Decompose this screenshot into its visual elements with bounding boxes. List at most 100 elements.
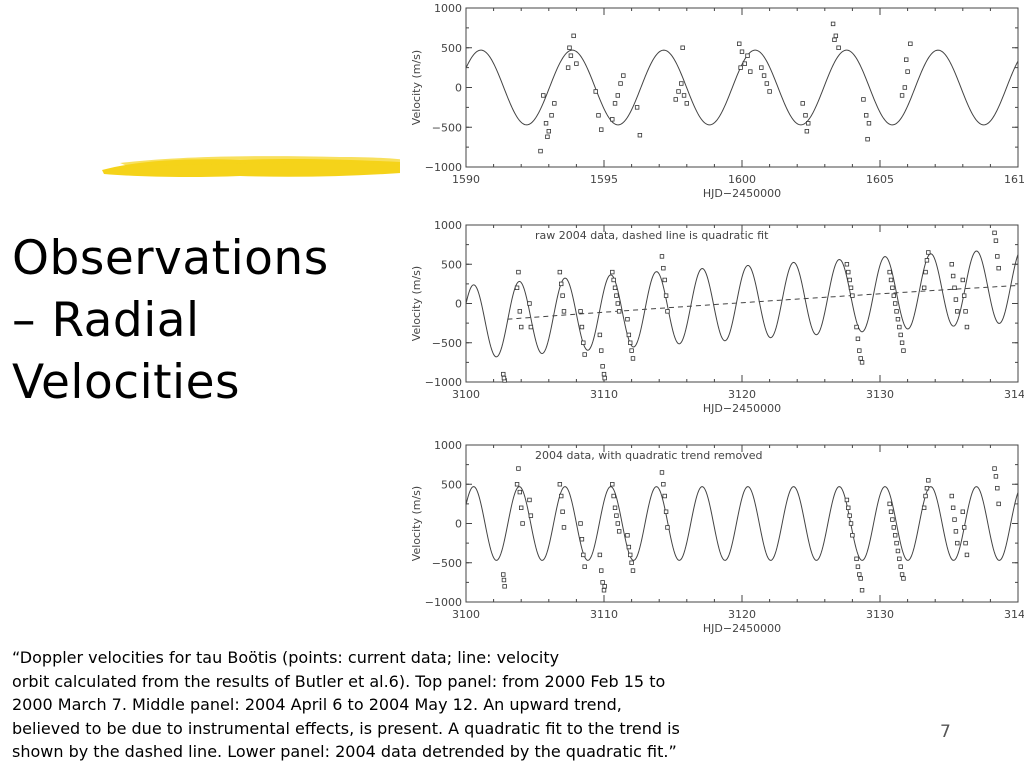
data-point bbox=[848, 285, 854, 290]
plot-frame bbox=[465, 444, 1019, 603]
data-point bbox=[964, 552, 970, 558]
x-tick-label: 3130 bbox=[866, 608, 894, 621]
data-point bbox=[897, 324, 902, 330]
data-point bbox=[665, 309, 670, 314]
data-point bbox=[992, 230, 997, 236]
data-point bbox=[600, 364, 605, 369]
slide-title: Observations – Radial Velocities bbox=[12, 228, 392, 414]
data-point bbox=[854, 556, 859, 562]
data-point bbox=[528, 513, 534, 518]
data-point bbox=[679, 81, 684, 86]
data-point bbox=[582, 352, 587, 357]
caption-line: orbit calculated from the results of But… bbox=[12, 671, 666, 691]
data-point bbox=[888, 509, 894, 514]
data-point bbox=[904, 57, 909, 62]
data-point bbox=[596, 113, 601, 118]
data-point bbox=[995, 485, 1000, 491]
data-point bbox=[514, 482, 520, 487]
chart-title: raw 2004 data, dashed line is quadratic … bbox=[535, 229, 769, 242]
data-point bbox=[996, 265, 1001, 271]
data-point bbox=[964, 324, 970, 330]
y-tick-label: −1000 bbox=[425, 161, 462, 174]
data-point bbox=[557, 482, 563, 487]
x-tick-label: 1605 bbox=[866, 173, 894, 186]
y-tick-label: 1000 bbox=[434, 219, 462, 232]
y-tick-label: −500 bbox=[432, 121, 462, 134]
data-point bbox=[855, 336, 861, 342]
data-point bbox=[759, 65, 764, 70]
data-point bbox=[615, 521, 620, 526]
data-point bbox=[857, 348, 862, 353]
figure-caption: “Doppler velocities for tau Boötis (poin… bbox=[12, 646, 892, 764]
orbit-model-curve bbox=[465, 49, 1019, 126]
data-point bbox=[567, 45, 572, 50]
data-point bbox=[898, 332, 903, 338]
data-point bbox=[681, 93, 687, 98]
y-tick-label: 1000 bbox=[434, 439, 462, 452]
data-point bbox=[559, 493, 564, 499]
data-point bbox=[861, 97, 866, 102]
data-point bbox=[612, 285, 618, 290]
data-point bbox=[501, 572, 506, 577]
data-point bbox=[855, 564, 861, 569]
data-point bbox=[673, 97, 678, 102]
y-tick-label: −500 bbox=[432, 337, 462, 350]
data-point bbox=[739, 49, 745, 54]
data-point bbox=[924, 258, 930, 263]
data-point bbox=[599, 568, 604, 573]
data-point bbox=[737, 41, 742, 46]
y-tick-label: 0 bbox=[455, 82, 462, 95]
y-axis-label: Velocity (m/s) bbox=[410, 50, 423, 125]
x-tick-label: 1610 bbox=[1004, 173, 1024, 186]
data-point bbox=[543, 121, 549, 126]
data-point bbox=[581, 340, 586, 345]
x-tick-label: 3100 bbox=[452, 608, 480, 621]
data-point bbox=[898, 564, 903, 569]
data-point bbox=[953, 297, 959, 302]
data-point bbox=[803, 113, 808, 118]
data-point bbox=[599, 127, 604, 132]
y-tick-label: −500 bbox=[432, 557, 462, 570]
data-point bbox=[924, 485, 930, 491]
data-point bbox=[850, 293, 855, 298]
data-point bbox=[890, 517, 895, 522]
title-line: Observations bbox=[12, 231, 329, 286]
data-point bbox=[516, 466, 521, 471]
data-point bbox=[926, 250, 931, 255]
data-point bbox=[637, 132, 643, 138]
data-point bbox=[634, 105, 640, 110]
data-point bbox=[528, 324, 534, 330]
data-point bbox=[950, 273, 956, 279]
data-point bbox=[952, 517, 957, 522]
caption-line: shown by the dashed line. Lower panel: 2… bbox=[12, 742, 677, 761]
data-point bbox=[630, 568, 636, 573]
data-point bbox=[581, 552, 586, 558]
data-point bbox=[662, 493, 667, 499]
x-tick-label: 3110 bbox=[590, 388, 618, 401]
x-tick-label: 3120 bbox=[728, 608, 756, 621]
data-point bbox=[963, 309, 968, 314]
data-point bbox=[800, 101, 805, 106]
data-point bbox=[992, 466, 997, 471]
data-point bbox=[806, 121, 811, 126]
data-point bbox=[836, 45, 841, 50]
data-point bbox=[892, 533, 898, 538]
data-point bbox=[764, 81, 770, 86]
data-point bbox=[923, 269, 928, 275]
data-point bbox=[559, 281, 564, 287]
data-point bbox=[926, 478, 931, 483]
caption-line: 2000 March 7. Middle panel: 2004 April 6… bbox=[12, 695, 622, 714]
caption-line: believed to be due to instrumental effec… bbox=[12, 718, 680, 738]
data-point bbox=[527, 497, 532, 503]
data-point bbox=[601, 588, 607, 593]
data-point bbox=[761, 73, 767, 78]
data-point bbox=[561, 525, 567, 530]
data-point bbox=[949, 493, 954, 499]
data-point bbox=[601, 371, 607, 377]
data-point bbox=[961, 525, 967, 530]
data-point bbox=[629, 560, 634, 565]
data-point bbox=[663, 509, 669, 514]
